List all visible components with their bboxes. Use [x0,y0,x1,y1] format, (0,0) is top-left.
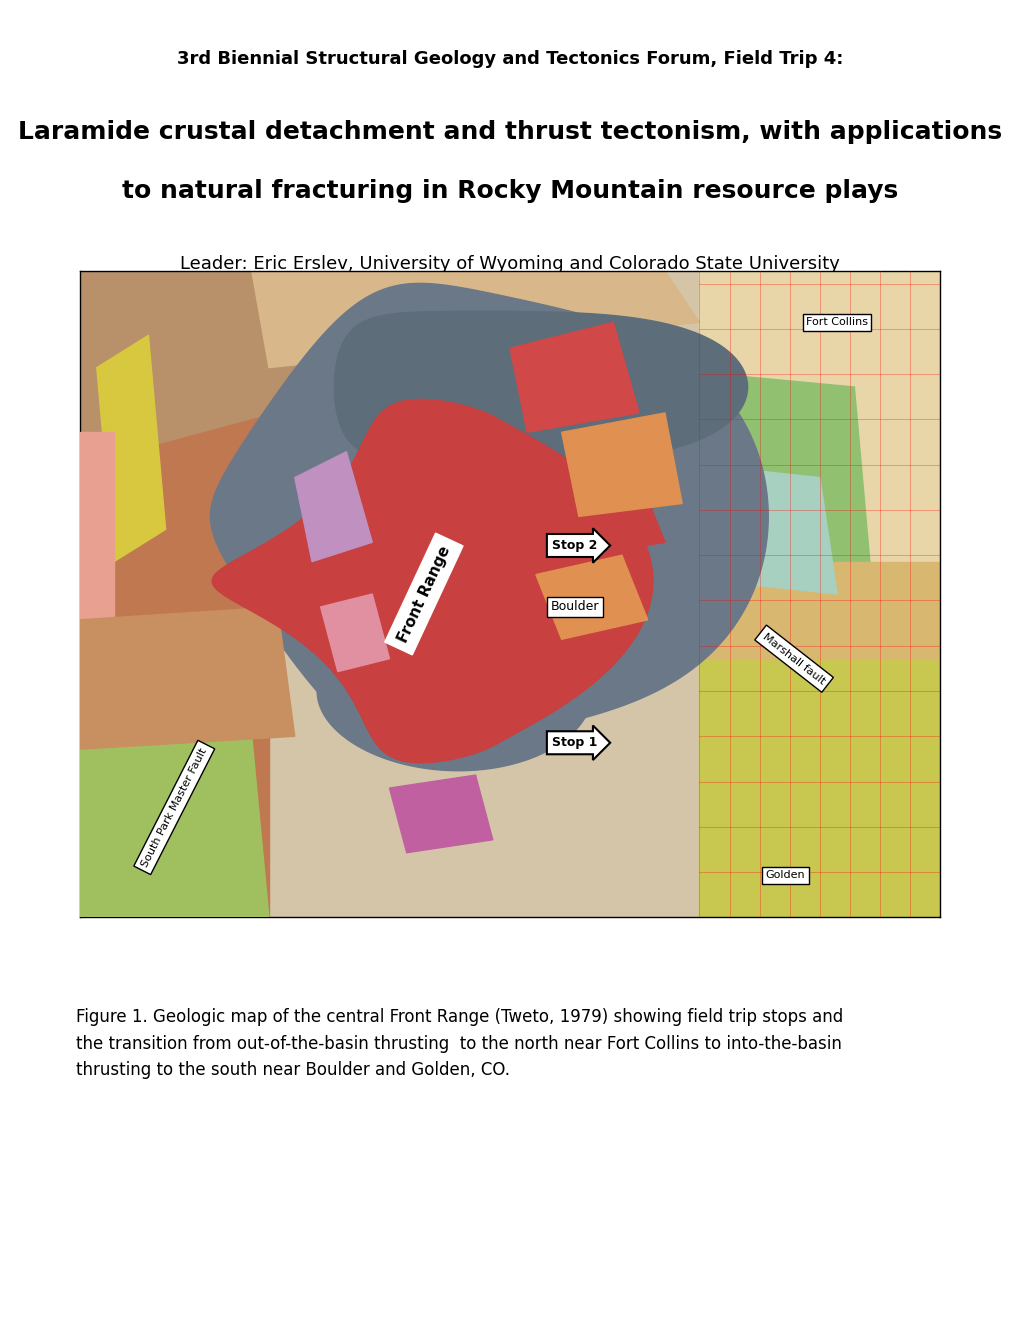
Polygon shape [535,556,647,639]
Text: Marshall fault: Marshall fault [760,631,826,686]
Polygon shape [561,413,682,516]
Polygon shape [79,737,269,917]
Polygon shape [699,645,940,917]
Polygon shape [252,271,699,368]
Text: Laramide crustal detachment and thrust tectonism, with applications: Laramide crustal detachment and thrust t… [18,120,1001,144]
Polygon shape [79,433,114,788]
Polygon shape [79,271,320,465]
Text: Stop 1: Stop 1 [551,737,597,750]
Text: South Park Master Fault: South Park Master Fault [140,746,209,869]
Text: 3rd Biennial Structural Geology and Tectonics Forum, Field Trip 4:: 3rd Biennial Structural Geology and Tect… [176,50,843,69]
Polygon shape [79,271,269,917]
Polygon shape [317,611,592,771]
Text: Figure 1. Geologic map of the central Front Range (Tweto, 1979) showing field tr: Figure 1. Geologic map of the central Fr… [76,1008,843,1080]
Text: to natural fracturing in Rocky Mountain resource plays: to natural fracturing in Rocky Mountain … [121,180,898,203]
Polygon shape [334,312,747,463]
Polygon shape [320,594,389,672]
Polygon shape [212,400,652,763]
Polygon shape [699,562,940,659]
Polygon shape [97,335,165,562]
Polygon shape [79,607,294,750]
Polygon shape [510,322,639,433]
Text: Front Range: Front Range [394,544,452,644]
Text: Fort Collins: Fort Collins [805,317,867,327]
Polygon shape [716,374,870,581]
Text: Stop 2: Stop 2 [551,539,597,552]
Polygon shape [389,775,492,853]
Polygon shape [699,271,940,917]
Polygon shape [535,478,664,562]
Polygon shape [699,465,837,594]
Polygon shape [294,451,372,562]
Text: Boulder: Boulder [550,601,598,614]
Text: Leader: Eric Erslev, University of Wyoming and Colorado State University: Leader: Eric Erslev, University of Wyomi… [180,255,839,273]
Text: Golden: Golden [765,870,805,880]
Polygon shape [210,284,767,750]
